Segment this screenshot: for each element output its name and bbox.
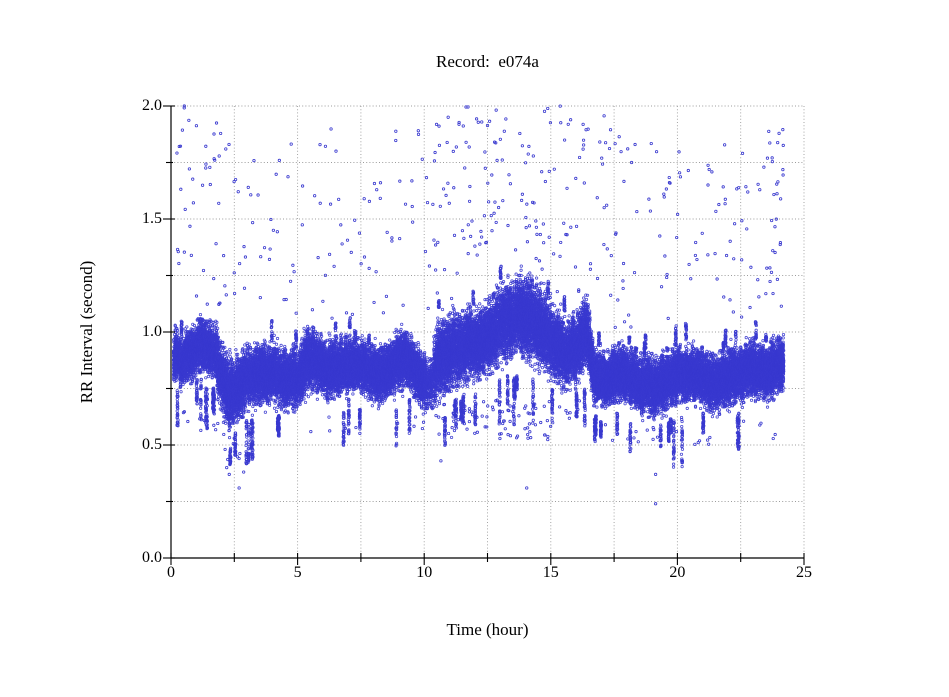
y-tick-label: 0.5 bbox=[142, 436, 162, 453]
y-axis-label: RR Interval (second) bbox=[77, 260, 96, 404]
x-tick-label: 5 bbox=[293, 564, 302, 581]
y-tick-label: 1.0 bbox=[142, 323, 162, 340]
x-tick-label: 20 bbox=[669, 564, 686, 581]
y-tick-label: 2.0 bbox=[142, 97, 162, 114]
x-tick-label: 25 bbox=[796, 564, 812, 581]
x-tick-label: 0 bbox=[167, 564, 175, 581]
y-tick-label: 1.5 bbox=[142, 210, 162, 227]
x-tick-label: 10 bbox=[416, 564, 433, 581]
x-tick-label: 15 bbox=[542, 564, 559, 581]
y-tick-label: 0.0 bbox=[142, 549, 162, 566]
chart-title: Record: e074a bbox=[436, 52, 539, 71]
x-axis-label: Time (hour) bbox=[446, 620, 529, 639]
